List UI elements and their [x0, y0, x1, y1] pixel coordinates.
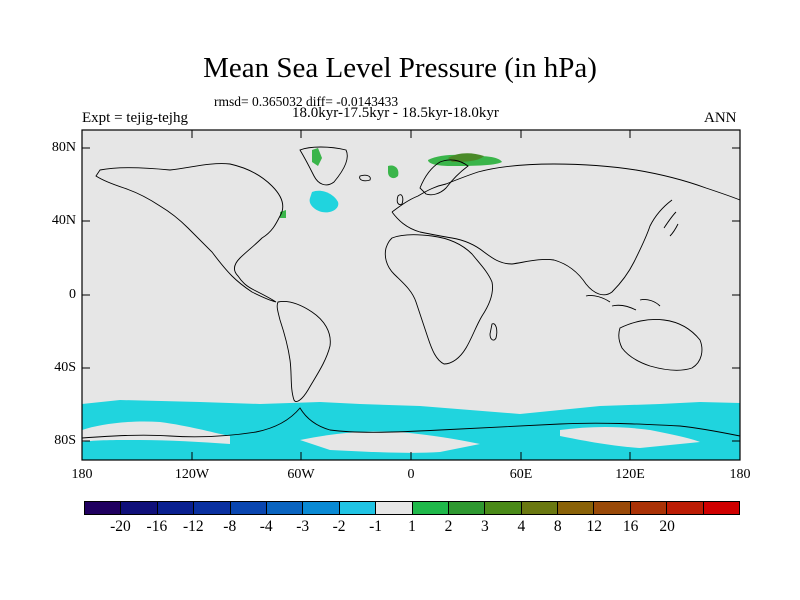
colorbar-label: -2: [332, 518, 346, 535]
y-tick-label: 40S: [54, 360, 76, 375]
y-tick-label: 0: [69, 287, 76, 302]
colorbar-swatch: [412, 502, 449, 514]
y-tick-label: 80N: [51, 140, 76, 155]
colorbar-label: -3: [296, 518, 310, 535]
colorbar-swatch: [558, 502, 595, 514]
colorbar-swatch: [85, 502, 122, 514]
x-tick-label: 180: [71, 467, 93, 482]
colorbar-label: 4: [517, 518, 526, 535]
y-tick-marks: [82, 147, 740, 442]
colorbar: [84, 501, 740, 515]
colorbar-swatch: [157, 502, 195, 514]
season-label: ANN: [704, 110, 737, 126]
colorbar-swatch: [594, 502, 631, 514]
y-tick-label: 80S: [54, 433, 76, 448]
colorbar-label: -12: [182, 518, 204, 535]
colorbar-label: -20: [110, 518, 131, 535]
colorbar-swatch: [703, 502, 740, 514]
experiment-label: Expt = tejig-tejhg: [82, 110, 188, 126]
colorbar-label: -1: [369, 518, 382, 535]
x-tick-label: 180: [729, 467, 751, 482]
map-title: Mean Sea Level Pressure (in hPa): [203, 52, 597, 84]
colorbar-swatch: [339, 502, 377, 514]
colorbar-label: 12: [586, 518, 602, 535]
period-line: 18.0kyr-17.5kyr - 18.5kyr-18.0kyr: [292, 105, 499, 121]
colorbar-label: 16: [622, 518, 639, 535]
x-tick-marks: [81, 130, 741, 460]
colorbar-swatch: [630, 502, 668, 514]
colorbar-swatch: [448, 502, 486, 514]
colorbar-label: 2: [444, 518, 453, 535]
y-tick-label: 40N: [51, 213, 76, 228]
colorbar-swatch: [303, 502, 340, 514]
stats-line: rmsd= 0.365032 diff= -0.0143433: [214, 94, 399, 109]
north-atlantic-anomaly: [309, 190, 339, 213]
colorbar-label: 3: [481, 518, 489, 535]
x-tick-label: 60W: [287, 467, 315, 482]
colorbar-label: -8: [223, 518, 237, 535]
colorbar-swatch: [194, 502, 231, 514]
x-tick-label: 120W: [174, 467, 210, 482]
colorbar-swatch: [521, 502, 559, 514]
x-tick-label: 60E: [509, 467, 533, 482]
colorbar-swatch: [667, 502, 704, 514]
colorbar-swatch: [376, 502, 413, 514]
southern-anomaly-region: [82, 400, 740, 460]
colorbar-label: 1: [408, 518, 416, 535]
coastlines: [81, 146, 741, 439]
colorbar-swatch: [121, 502, 158, 514]
colorbar-label: -16: [146, 518, 168, 535]
colorbar-swatch: [230, 502, 267, 514]
colorbar-swatch: [266, 502, 304, 514]
colorbar-label: 8: [553, 518, 562, 535]
colorbar-swatch: [485, 502, 522, 514]
colorbar-label: -4: [259, 518, 273, 535]
x-tick-label: 0: [407, 467, 415, 482]
x-tick-label: 120E: [615, 467, 645, 482]
colorbar-label: 20: [659, 518, 675, 535]
positive-anomaly-regions: [280, 148, 502, 218]
